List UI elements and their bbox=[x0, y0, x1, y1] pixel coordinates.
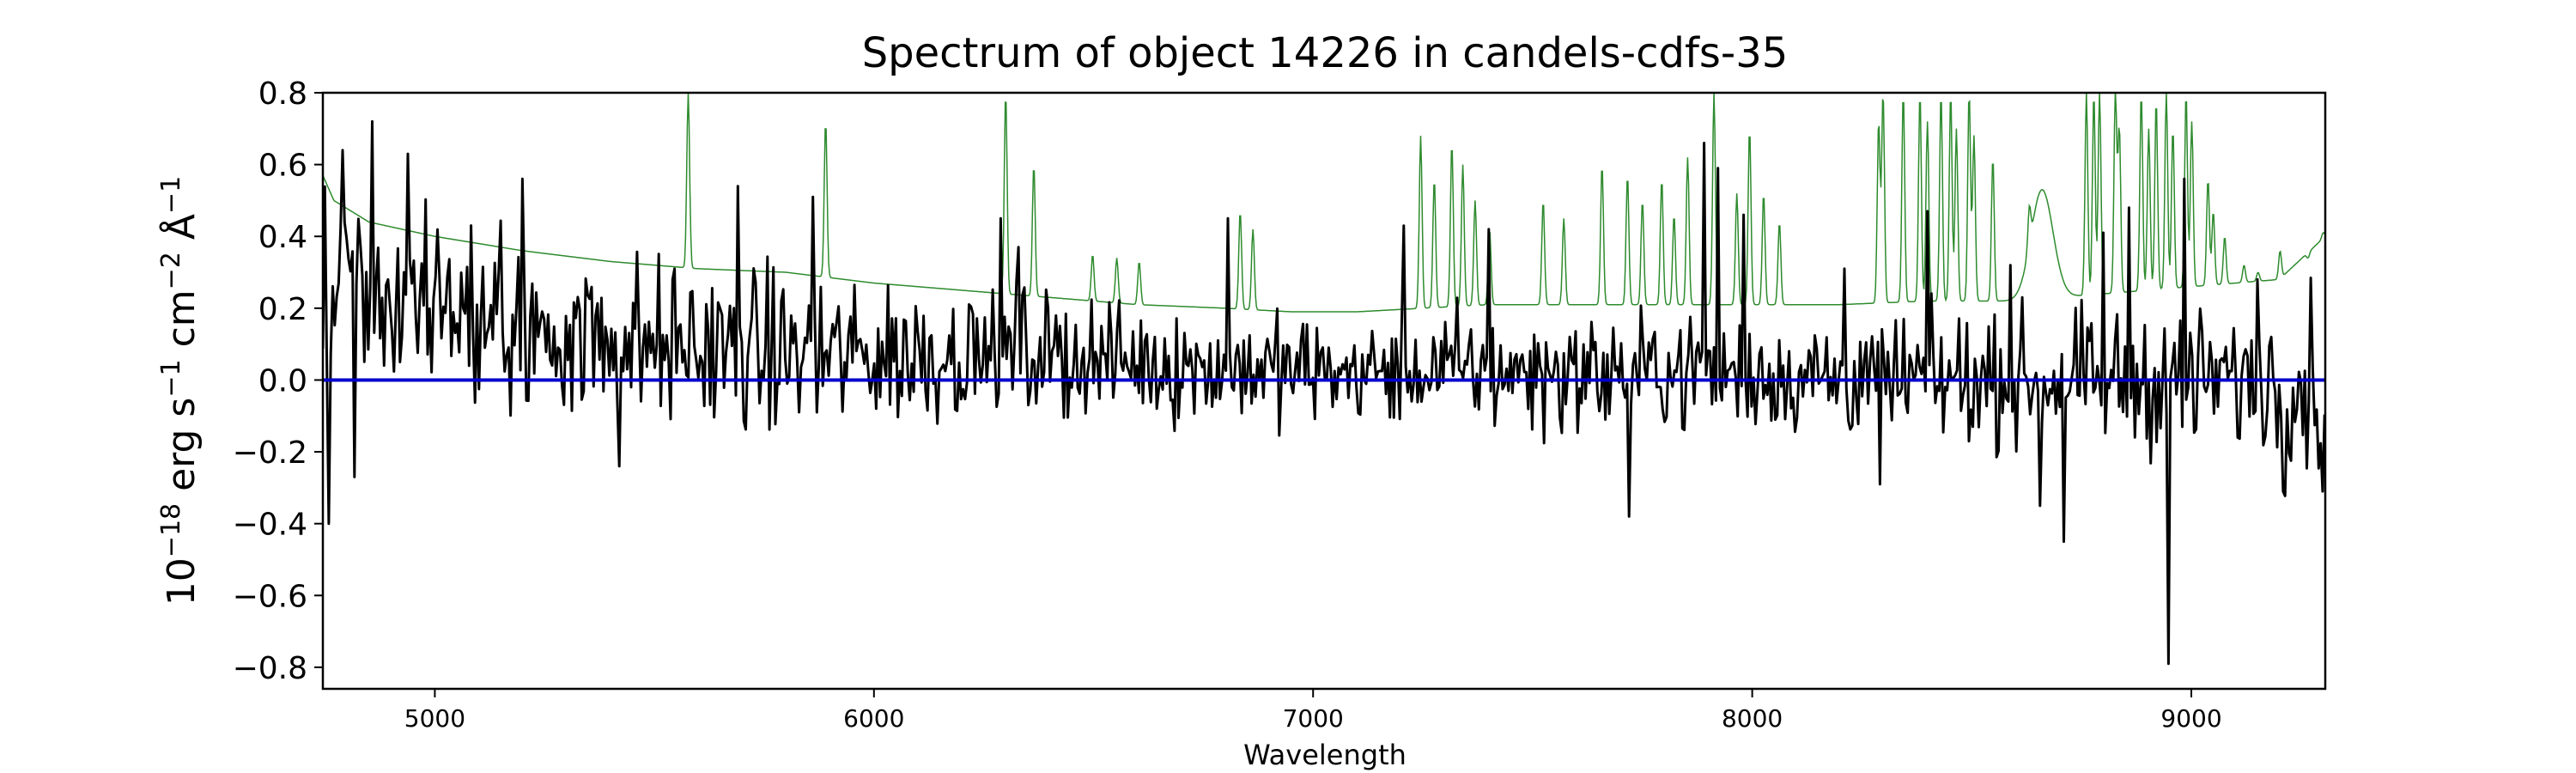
y-label-exp: −1 bbox=[156, 176, 186, 214]
y-label-unit: erg s bbox=[160, 398, 204, 503]
y-tick-label: 0.8 bbox=[258, 76, 307, 112]
y-axis: 0.8 0.6 0.4 0.2 0.0 −0.2 −0.4 −0.6 −0.8 bbox=[233, 76, 323, 686]
x-tick-label: 9000 bbox=[2160, 704, 2221, 733]
x-axis-label: Wavelength bbox=[1243, 739, 1406, 771]
y-tick-label: −0.8 bbox=[233, 651, 307, 686]
y-axis-label: 10−18 erg s−1 cm−2 Å−1 bbox=[156, 176, 204, 606]
y-tick-label: −0.2 bbox=[233, 435, 307, 471]
y-tick-label: 0.2 bbox=[258, 292, 307, 327]
x-tick-label: 5000 bbox=[404, 704, 465, 733]
y-label-base: 10 bbox=[160, 557, 204, 606]
error-spectrum-line bbox=[323, 93, 2325, 313]
series-layer bbox=[323, 93, 2325, 666]
chart-title: Spectrum of object 14226 in candels-cdfs… bbox=[862, 29, 1789, 77]
x-tick-label: 7000 bbox=[1283, 704, 1344, 733]
y-tick-label: −0.4 bbox=[233, 508, 307, 543]
y-label-unit: cm bbox=[160, 289, 204, 359]
y-label-exp: −18 bbox=[156, 503, 186, 557]
y-tick-label: 0.0 bbox=[258, 363, 307, 399]
y-label-exp: −1 bbox=[156, 359, 186, 397]
plot-frame bbox=[321, 91, 2327, 691]
x-tick-label: 6000 bbox=[843, 704, 904, 733]
x-axis: 5000 6000 7000 8000 9000 bbox=[404, 689, 2222, 733]
plot-area bbox=[321, 91, 2327, 691]
x-tick-label: 8000 bbox=[1722, 704, 1783, 733]
y-tick-label: 0.6 bbox=[258, 149, 307, 184]
y-label-unit: Å bbox=[158, 214, 204, 252]
y-tick-label: −0.6 bbox=[233, 579, 307, 614]
flux-spectrum-line bbox=[323, 119, 2325, 666]
y-tick-label: 0.4 bbox=[258, 220, 307, 255]
y-label-exp: −2 bbox=[156, 252, 186, 289]
